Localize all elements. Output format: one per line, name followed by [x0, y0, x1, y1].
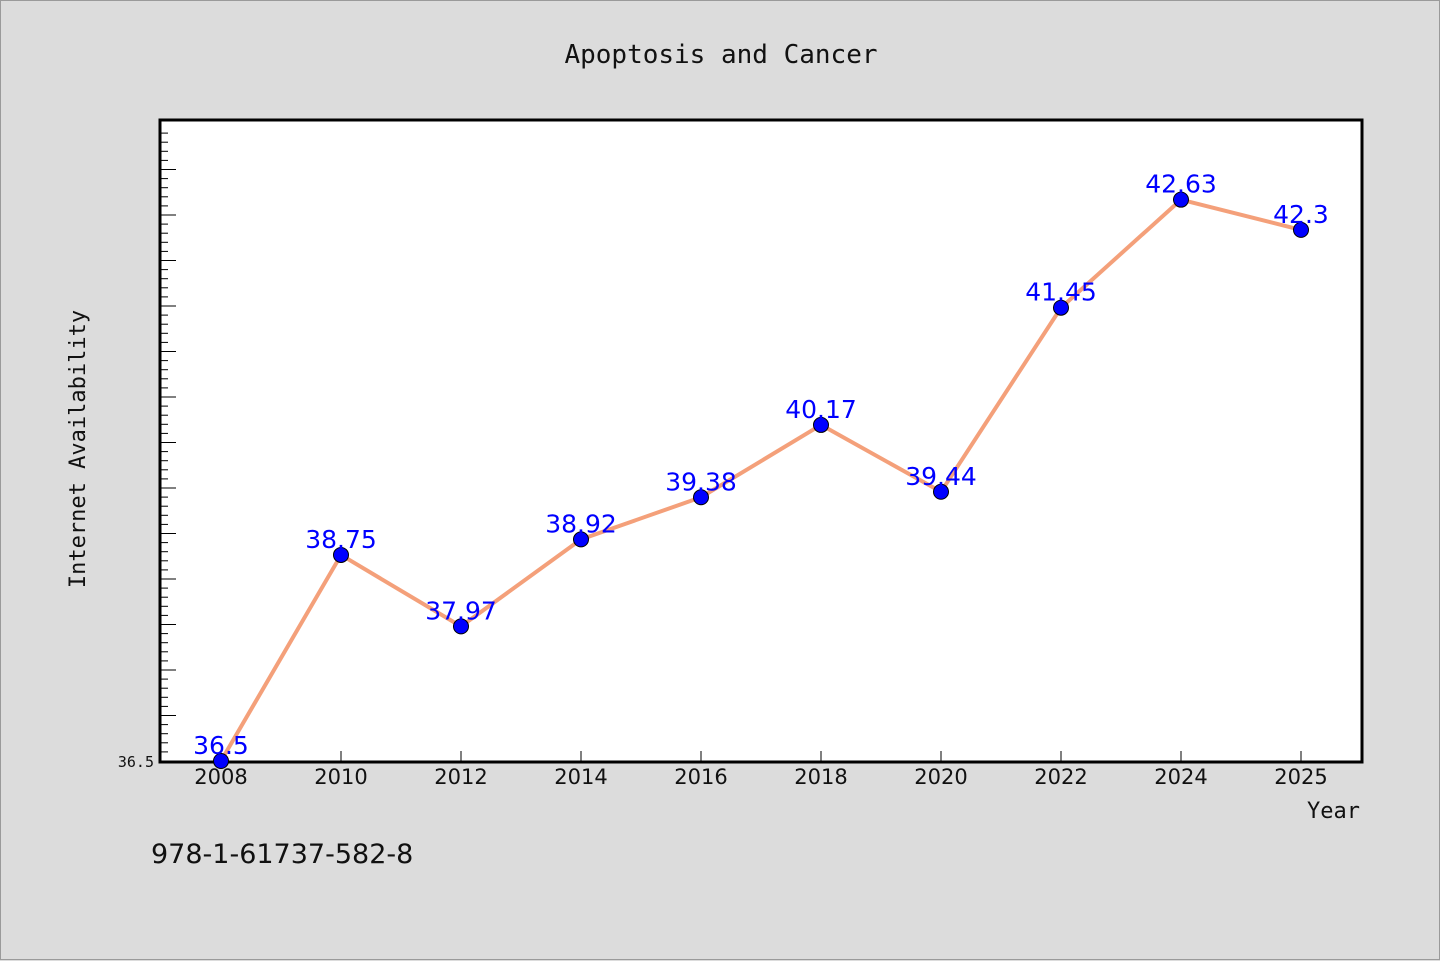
data-label: 37.97	[425, 596, 497, 625]
data-point	[453, 618, 469, 635]
data-label: 42.3	[1273, 200, 1329, 229]
chart-title: Apoptosis and Cancer	[564, 40, 877, 70]
x-tick-label: 2012	[434, 765, 487, 789]
data-label: 39.44	[905, 462, 977, 491]
x-tick-label: 2022	[1034, 765, 1087, 789]
x-tick-label: 2016	[674, 765, 727, 789]
data-label: 38.75	[305, 525, 377, 554]
x-axis-label: Year	[1307, 799, 1360, 824]
plot-area	[158, 118, 1364, 764]
footer-code: 978-1-61737-582-8	[151, 839, 413, 870]
y-minor-ticks	[160, 132, 176, 762]
x-tick-label: 2020	[914, 765, 967, 789]
data-point	[1293, 221, 1309, 238]
data-point	[333, 546, 349, 563]
data-point	[813, 416, 829, 433]
series-line	[219, 197, 1302, 763]
data-label: 41.45	[1025, 278, 1097, 307]
x-tick-label: 2024	[1154, 765, 1207, 789]
x-tick-label: 2025	[1274, 765, 1327, 789]
x-axis-ticks: 2008 2010 2012 2014 2016 2018 2020 2022 2024 2025	[194, 751, 1328, 789]
y-tick-label: 36.5	[118, 753, 154, 771]
series-points-group	[213, 191, 1309, 769]
data-label: 38.92	[545, 509, 617, 538]
y-axis-label: Internet Availability	[66, 310, 91, 588]
x-tick-label: 2010	[314, 765, 367, 789]
data-label: 40.17	[785, 395, 857, 424]
y-axis-ticks: 36.5	[118, 753, 154, 771]
x-tick-label: 2014	[554, 765, 607, 789]
data-label: 42.63	[1145, 170, 1217, 199]
data-point	[933, 483, 949, 500]
series-line-group	[219, 197, 1302, 763]
data-point	[573, 531, 589, 548]
x-tick-label: 2018	[794, 765, 847, 789]
data-point	[1053, 299, 1069, 316]
data-point	[693, 489, 709, 506]
data-label: 39.38	[665, 467, 737, 496]
data-point	[213, 753, 229, 769]
data-labels-group: 36.5 38.75 37.97 38.92 39.38 40.17 39.44 41.45 4…	[193, 170, 1329, 760]
data-label: 36.5	[193, 731, 249, 760]
data-point	[1173, 191, 1189, 208]
